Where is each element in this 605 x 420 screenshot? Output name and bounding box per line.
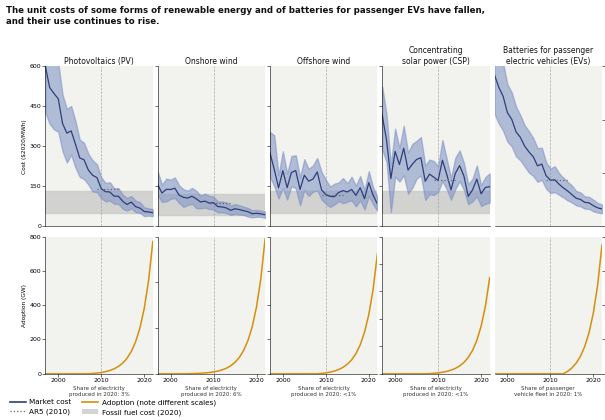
X-axis label: Share of electricity
produced in 2020: 6%: Share of electricity produced in 2020: 6…	[181, 386, 242, 396]
Title: Concentrating
solar power (CSP): Concentrating solar power (CSP)	[402, 46, 470, 66]
Y-axis label: Cost ($2020/MWh): Cost ($2020/MWh)	[22, 119, 27, 173]
X-axis label: Share of passenger
vehicle fleet in 2020: 1%: Share of passenger vehicle fleet in 2020…	[514, 386, 583, 396]
Title: Offshore wind: Offshore wind	[297, 57, 350, 66]
X-axis label: Share of electricity
produced in 2020: <1%: Share of electricity produced in 2020: <…	[291, 386, 356, 396]
Bar	[382, 192, 489, 213]
Text: The unit costs of some forms of renewable energy and of batteries for passenger : The unit costs of some forms of renewabl…	[6, 6, 485, 26]
X-axis label: Share of electricity
produced in 2020: 3%: Share of electricity produced in 2020: 3…	[69, 386, 129, 396]
Bar	[45, 192, 153, 213]
Title: Batteries for passenger
electric vehicles (EVs): Batteries for passenger electric vehicle…	[503, 46, 594, 66]
X-axis label: Share of electricity
produced in 2020: <1%: Share of electricity produced in 2020: <…	[404, 386, 469, 396]
Y-axis label: Adoption (GW): Adoption (GW)	[22, 284, 27, 327]
Title: Photovoltaics (PV): Photovoltaics (PV)	[64, 57, 134, 66]
Bar	[270, 192, 378, 213]
Bar	[158, 194, 265, 215]
Legend: Market cost, AR5 (2010), Adoption (note different scales), Fossil fuel cost (202: Market cost, AR5 (2010), Adoption (note …	[10, 399, 216, 416]
Title: Onshore wind: Onshore wind	[185, 57, 238, 66]
